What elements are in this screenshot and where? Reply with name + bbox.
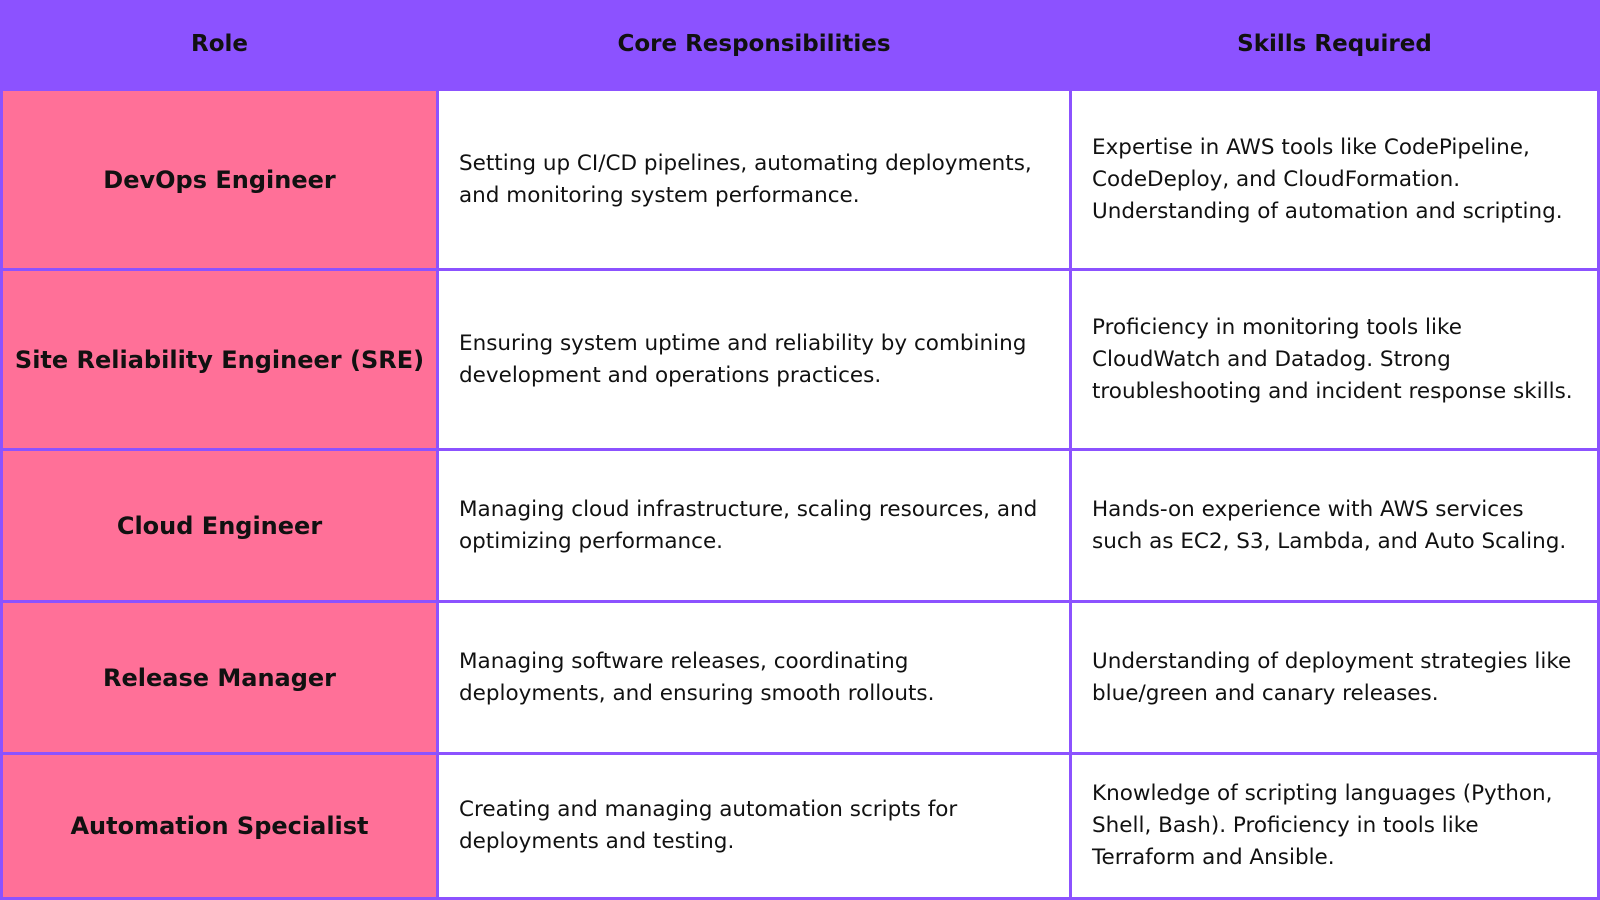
header-role: Role (3, 0, 436, 88)
responsibilities-cell: Managing software releases, coordinating… (439, 603, 1069, 752)
responsibilities-text: Setting up CI/CD pipelines, automating d… (459, 150, 1032, 208)
responsibilities-cell: Managing cloud infrastructure, scaling r… (439, 451, 1069, 600)
skills-cell: Expertise in AWS tools like CodePipeline… (1072, 91, 1597, 268)
skills-text: Knowledge of scripting languages (Python… (1092, 781, 1553, 870)
skills-text: Expertise in AWS tools like CodePipeline… (1092, 134, 1563, 224)
responsibilities-cell: Creating and managing automation scripts… (439, 755, 1069, 897)
header-responsibilities: Core Responsibilities (439, 0, 1069, 88)
responsibilities-text: Managing software releases, coordinating… (459, 648, 935, 706)
role-cell: Cloud Engineer (3, 451, 436, 600)
skills-text: Proficiency in monitoring tools like Clo… (1092, 314, 1573, 404)
roles-table-grid: Role Core Responsibilities Skills Requir… (3, 0, 1597, 897)
role-cell: Release Manager (3, 603, 436, 752)
responsibilities-text: Creating and managing automation scripts… (459, 797, 958, 854)
responsibilities-text: Managing cloud infrastructure, scaling r… (459, 496, 1038, 554)
skills-cell: Understanding of deployment strategies l… (1072, 603, 1597, 752)
responsibilities-cell: Ensuring system uptime and reliability b… (439, 271, 1069, 448)
role-cell: Automation Specialist (3, 755, 436, 897)
role-cell: DevOps Engineer (3, 91, 436, 268)
skills-cell: Knowledge of scripting languages (Python… (1072, 755, 1597, 897)
responsibilities-cell: Setting up CI/CD pipelines, automating d… (439, 91, 1069, 268)
role-cell: Site Reliability Engineer (SRE) (3, 271, 436, 448)
skills-text: Understanding of deployment strategies l… (1092, 648, 1572, 706)
header-skills: Skills Required (1072, 0, 1597, 88)
skills-cell: Hands-on experience with AWS services su… (1072, 451, 1597, 600)
skills-text: Hands-on experience with AWS services su… (1092, 496, 1567, 554)
skills-cell: Proficiency in monitoring tools like Clo… (1072, 271, 1597, 448)
responsibilities-text: Ensuring system uptime and reliability b… (459, 330, 1027, 388)
